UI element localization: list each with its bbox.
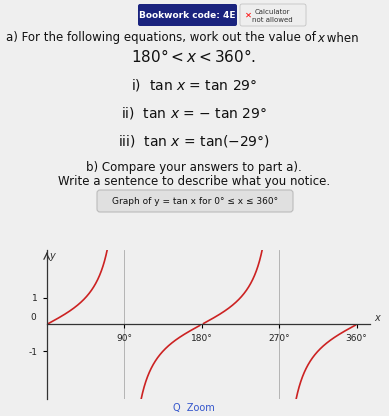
Text: Q  Zoom: Q Zoom <box>173 403 215 413</box>
Text: x: x <box>374 313 380 323</box>
Text: y: y <box>49 251 55 261</box>
Text: 0: 0 <box>31 313 36 322</box>
Text: iii)  tan $x$ = tan($-$29°): iii) tan $x$ = tan($-$29°) <box>118 133 270 149</box>
Text: x: x <box>317 32 324 45</box>
Text: ii)  tan $x$ = $-$ tan 29°: ii) tan $x$ = $-$ tan 29° <box>121 105 267 121</box>
Text: a) For the following equations, work out the value of: a) For the following equations, work out… <box>6 32 320 45</box>
Text: Bookwork code: 4E: Bookwork code: 4E <box>139 12 235 20</box>
FancyBboxPatch shape <box>97 190 293 212</box>
FancyBboxPatch shape <box>138 4 237 26</box>
Text: Calculator: Calculator <box>254 9 290 15</box>
Text: not allowed: not allowed <box>252 17 292 23</box>
Text: when: when <box>323 32 359 45</box>
Text: Graph of y = tan x for 0° ≤ x ≤ 360°: Graph of y = tan x for 0° ≤ x ≤ 360° <box>112 196 278 206</box>
Text: b) Compare your answers to part a).: b) Compare your answers to part a). <box>86 161 302 174</box>
Text: Write a sentence to describe what you notice.: Write a sentence to describe what you no… <box>58 176 330 188</box>
Text: i)  tan $x$ = tan 29°: i) tan $x$ = tan 29° <box>131 77 257 93</box>
Text: ✕: ✕ <box>245 10 252 20</box>
Text: $180° < x < 360°.$: $180° < x < 360°.$ <box>131 49 257 65</box>
FancyBboxPatch shape <box>240 4 306 26</box>
